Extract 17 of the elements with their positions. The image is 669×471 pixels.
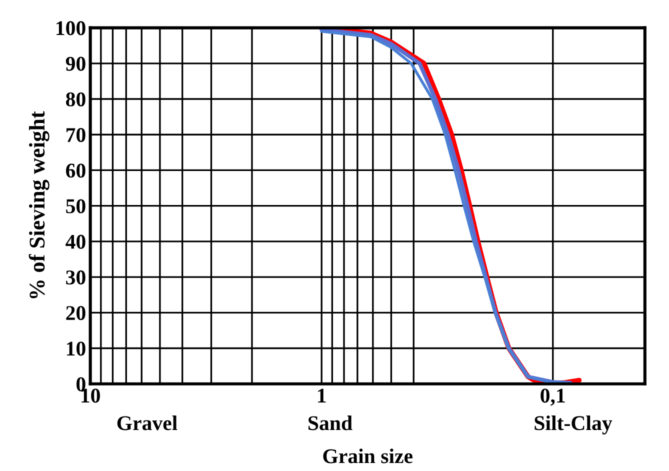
y-tick-label: 30 <box>66 270 86 284</box>
y-tick-label: 50 <box>66 199 86 214</box>
y-tick-label: 100 <box>56 21 86 36</box>
y-tick-label: 90 <box>66 56 86 71</box>
text: Silt-Clay <box>534 416 612 434</box>
text: Gravel <box>117 416 178 430</box>
y-axis-title: % of Sieving weight <box>28 111 50 298</box>
y-tick-label: 70 <box>66 128 86 142</box>
y-tick-label: 40 <box>66 234 86 249</box>
text: Sand <box>308 416 352 430</box>
y-tick-label: 20 <box>66 306 86 320</box>
x-tick-label: 0,1 <box>540 388 565 406</box>
y-tick-label: 80 <box>66 92 86 106</box>
y-tick-label: 60 <box>66 164 86 178</box>
x-tick-label: 1 <box>318 388 326 402</box>
x-axis-title: Grain size <box>323 448 412 464</box>
y-tick-label: 10 <box>66 342 86 356</box>
